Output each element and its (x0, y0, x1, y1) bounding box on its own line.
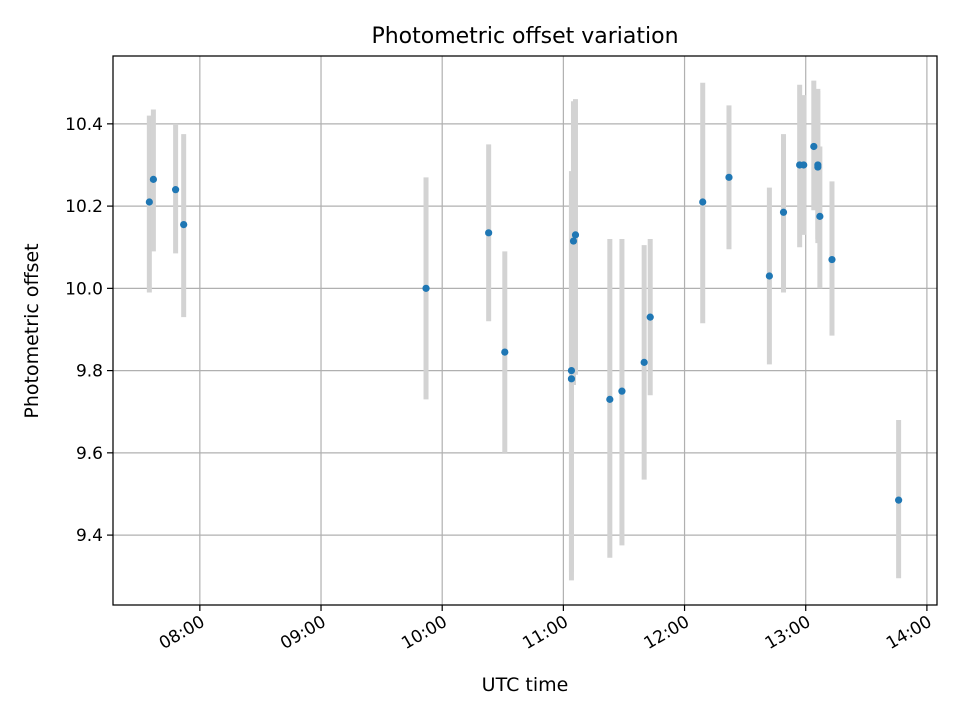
data-points (145, 142, 903, 504)
data-point (828, 255, 836, 264)
data-point (646, 313, 654, 321)
data-point (618, 387, 626, 395)
chart-title: Photometric offset variation (371, 24, 678, 49)
y-tick-label: 10.4 (65, 115, 103, 135)
x-axis-ticks: 08:00 09:00 10:00 11:00 12:00 13:00 14:00 (156, 605, 935, 654)
data-point (180, 221, 188, 229)
y-tick-label: 9.6 (76, 444, 103, 464)
y-axis-ticks: 9.4 9.6 9.8 10.0 10.2 10.4 (65, 115, 113, 546)
data-point (172, 186, 180, 194)
y-tick-label: 9.4 (76, 526, 103, 546)
data-point (145, 198, 153, 206)
data-point (149, 175, 157, 183)
y-tick-label: 9.8 (76, 362, 103, 382)
data-point (725, 173, 733, 181)
data-point (765, 272, 773, 280)
data-point (422, 284, 430, 292)
y-tick-label: 10.0 (65, 279, 103, 299)
y-axis-label: Photometric offset (21, 243, 43, 418)
data-point (567, 366, 576, 375)
data-point (816, 212, 824, 220)
plot-area (112, 55, 938, 606)
data-point (569, 237, 578, 245)
y-tick-label: 10.2 (65, 197, 103, 217)
data-point (571, 231, 580, 239)
data-point (567, 375, 576, 383)
data-point (485, 229, 493, 237)
data-point (501, 348, 509, 356)
x-axis-label: UTC time (482, 674, 569, 696)
data-point (606, 395, 614, 403)
data-point (814, 163, 822, 171)
data-point (779, 208, 788, 216)
data-point (640, 358, 648, 366)
grid-lines (113, 56, 937, 605)
data-point (800, 161, 808, 169)
data-point (895, 496, 903, 504)
axes-frame (112, 55, 938, 606)
data-point (810, 142, 818, 151)
data-point (699, 198, 707, 206)
